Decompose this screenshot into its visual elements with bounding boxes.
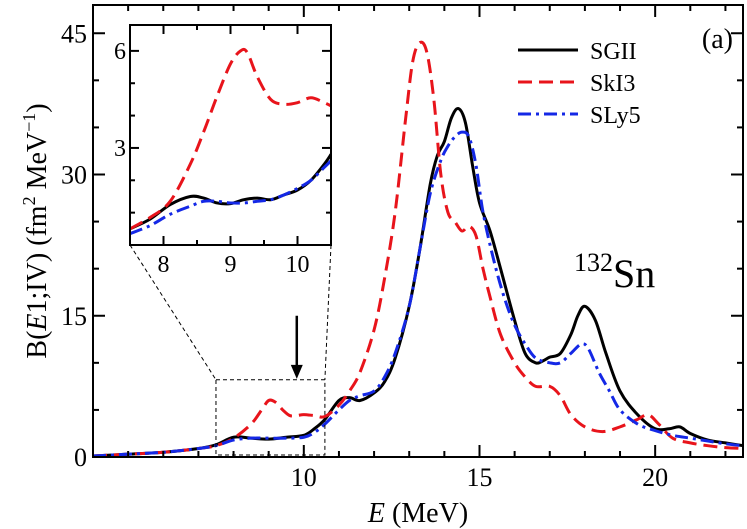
inset-ticks: 8 9 10 3 6 [114,25,332,278]
zoom-indicator [129,244,332,456]
inset-x-tick-label: 8 [158,252,170,278]
inset-y-tick-label: 3 [114,136,126,162]
y-tick-label: 0 [74,443,87,472]
series-line-sly5 [93,130,743,457]
inset-x-tick-label: 10 [286,252,310,278]
zoom-connector-right [324,244,332,380]
y-tick-label: 15 [61,302,87,331]
y-tick-label: 30 [61,161,87,190]
y-axis-label: B(E1;IV) (fm2 MeV−1) [19,103,53,358]
inset-line-sly5 [130,159,331,236]
inset-line-ski3 [130,47,331,231]
x-axis-label: E (MeV) [367,498,468,529]
nucleus-label: 132Sn [574,248,655,296]
x-tick-label: 15 [466,463,492,492]
series-line-sgii [93,107,743,457]
series-line-ski3 [93,40,743,457]
x-tick-label: 10 [291,463,317,492]
panel-label: (a) [702,24,733,55]
legend-label-sgii: SGII [590,39,637,65]
y-tick-label: 45 [61,19,87,48]
zoom-box [215,379,326,456]
arrow-icon [290,315,303,379]
arrow-head [290,364,303,379]
legend-label-ski3: SkI3 [590,71,635,97]
main-ticks: 10 15 20 0 15 30 45 [61,5,743,492]
inset-y-tick-label: 6 [114,39,126,65]
legend-label-sly5: SLy5 [590,103,641,129]
legend: SGII SkI3 SLy5 [518,39,641,129]
inset-series-group [130,47,331,236]
plot-frame [92,4,744,458]
inset-x-tick-label: 9 [225,252,237,278]
y-axis-label-group: B(E1;IV) (fm2 MeV−1) [19,103,53,358]
main-series-group [93,40,743,457]
x-tick-label: 20 [642,463,668,492]
zoom-connector-left [129,244,217,381]
